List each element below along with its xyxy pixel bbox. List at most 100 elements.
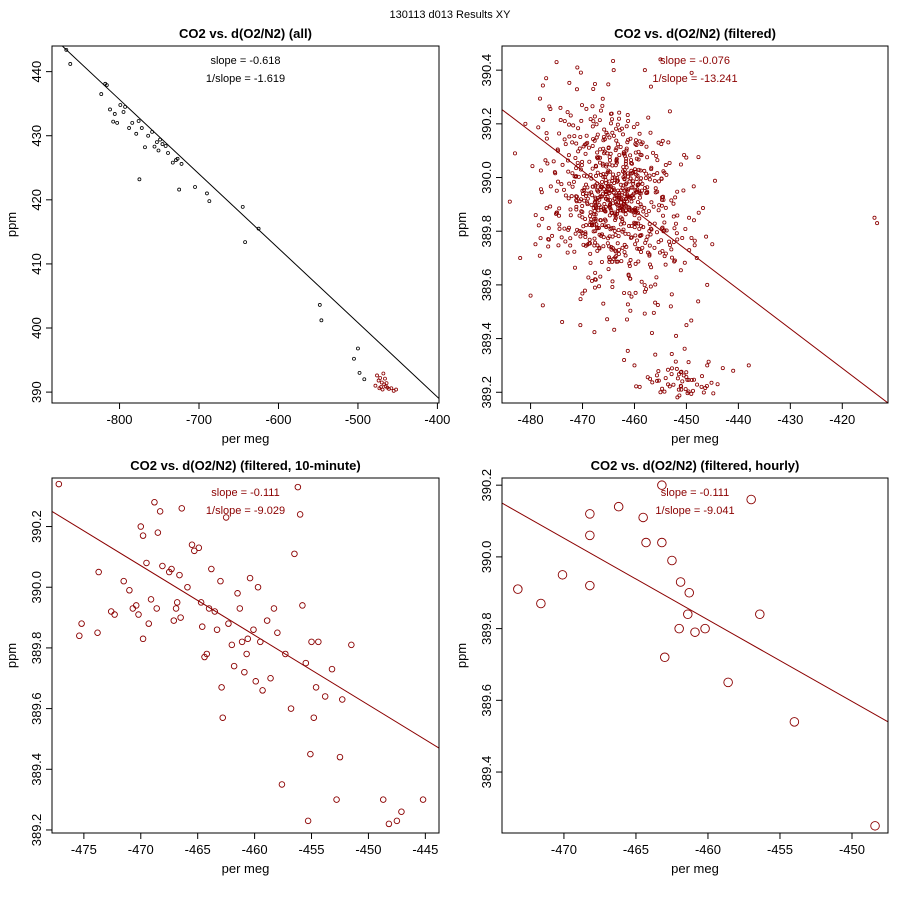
x-tick-label: -450 xyxy=(839,842,865,857)
data-point xyxy=(590,124,595,129)
data-point xyxy=(593,173,598,178)
data-point xyxy=(173,599,181,606)
data-point xyxy=(145,620,152,627)
data-point xyxy=(588,210,593,215)
data-point xyxy=(654,230,659,235)
annotation-inverse-slope: 1/slope = -9.029 xyxy=(206,505,285,517)
x-axis-label: per meg xyxy=(671,431,719,446)
data-point xyxy=(588,172,593,177)
data-point xyxy=(362,377,367,382)
series-outliers xyxy=(507,57,880,395)
data-point xyxy=(611,68,616,73)
data-point xyxy=(615,211,620,216)
annotation-slope: slope = -0.111 xyxy=(211,487,279,499)
data-point xyxy=(584,223,589,228)
data-point xyxy=(254,583,262,591)
data-point xyxy=(627,264,632,269)
y-tick-label: 389.6 xyxy=(479,684,494,717)
data-point xyxy=(690,627,700,637)
data-point xyxy=(623,212,628,217)
data-point xyxy=(172,605,180,612)
data-point xyxy=(378,376,383,380)
data-point xyxy=(130,121,135,125)
data-point xyxy=(664,172,669,177)
data-point xyxy=(591,137,596,142)
data-point xyxy=(649,330,654,335)
y-tick-label: 400 xyxy=(29,317,44,339)
data-point xyxy=(208,565,215,573)
data-point xyxy=(139,126,144,130)
y-axis: 389.2 389.4 389.6 389.8 390.0 390.2 390.4 ppm xyxy=(454,54,502,409)
data-point xyxy=(616,206,621,211)
data-point xyxy=(655,303,660,308)
data-point xyxy=(111,611,118,618)
data-point xyxy=(629,199,634,204)
data-point xyxy=(615,179,620,184)
data-point xyxy=(257,638,264,646)
data-point xyxy=(661,169,666,174)
data-point xyxy=(614,158,619,163)
data-point xyxy=(593,229,598,234)
x-axis-label: per meg xyxy=(222,861,270,876)
data-point xyxy=(153,605,160,612)
data-point xyxy=(613,163,618,168)
data-point xyxy=(627,261,632,266)
data-point xyxy=(579,163,584,168)
data-point xyxy=(746,363,751,368)
data-point xyxy=(567,80,572,85)
panel-1: CO2 vs. d(O2/N2) (all) slope = -0.618 1/sl… xyxy=(4,26,450,446)
y-tick-label: 390.0 xyxy=(29,571,44,604)
data-point xyxy=(545,161,550,166)
data-point xyxy=(580,159,585,164)
data-point xyxy=(567,122,572,127)
data-point xyxy=(270,605,278,612)
data-point xyxy=(673,195,678,200)
data-point xyxy=(593,212,598,217)
data-point xyxy=(328,665,336,673)
data-point xyxy=(139,532,147,539)
data-point xyxy=(538,236,543,241)
data-point xyxy=(626,232,631,237)
data-point xyxy=(696,299,701,304)
x-tick-label: -450 xyxy=(355,842,381,857)
data-point xyxy=(112,112,117,116)
data-point xyxy=(546,244,551,249)
data-point xyxy=(557,206,562,211)
data-point xyxy=(588,214,593,219)
data-point xyxy=(585,580,595,591)
data-point xyxy=(644,171,649,176)
data-point xyxy=(135,611,142,618)
plot-frame xyxy=(51,477,440,834)
data-point xyxy=(578,70,583,75)
data-point xyxy=(574,194,579,199)
y-axis-label: ppm xyxy=(454,643,469,668)
data-point xyxy=(711,391,716,396)
data-point xyxy=(620,186,625,191)
data-point xyxy=(602,151,607,156)
data-point xyxy=(671,240,676,245)
data-point xyxy=(205,605,213,612)
data-point xyxy=(870,821,880,831)
data-point xyxy=(678,268,683,273)
data-point xyxy=(246,574,254,582)
data-point xyxy=(568,243,573,248)
data-point xyxy=(228,641,236,649)
data-point xyxy=(607,255,612,260)
x-tick-label: -450 xyxy=(673,412,699,427)
data-point xyxy=(576,163,581,168)
data-point xyxy=(608,184,613,189)
data-point xyxy=(610,279,615,284)
data-point xyxy=(680,236,685,241)
data-point xyxy=(579,118,584,123)
data-point xyxy=(219,714,226,721)
data-point xyxy=(679,369,684,374)
data-point xyxy=(628,153,633,158)
data-point xyxy=(577,146,582,151)
data-point xyxy=(622,250,627,255)
y-tick-label: 440 xyxy=(29,61,44,83)
data-point xyxy=(666,140,671,145)
panel-title: CO2 vs. d(O2/N2) (filtered) xyxy=(614,26,776,41)
data-point xyxy=(583,234,588,239)
data-point xyxy=(561,187,566,192)
data-point xyxy=(628,276,633,281)
